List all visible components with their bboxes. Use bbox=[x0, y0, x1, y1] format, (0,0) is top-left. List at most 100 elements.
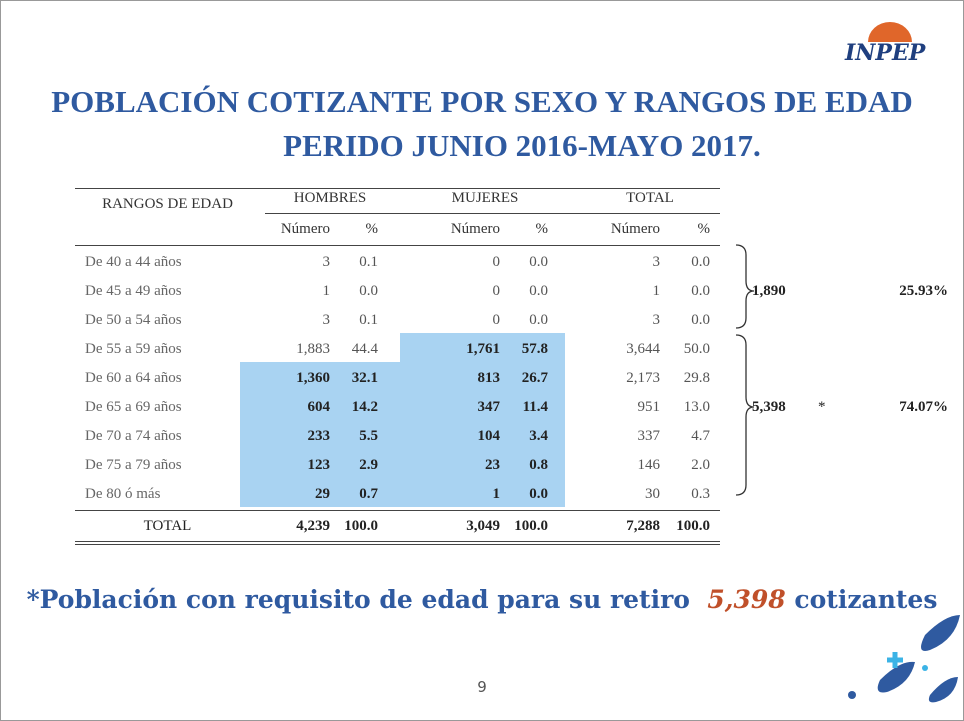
table-cell: 14.2 bbox=[351, 399, 378, 415]
sub-header: % bbox=[697, 221, 711, 237]
footnote-number: 5,398 bbox=[707, 585, 786, 614]
table-rule bbox=[75, 541, 720, 542]
table-cell: 1 bbox=[492, 486, 501, 502]
table-cell: 4.7 bbox=[691, 428, 710, 444]
table-cell: 2.0 bbox=[691, 457, 710, 473]
table-rule bbox=[75, 245, 720, 246]
table-cell: 2.9 bbox=[359, 457, 378, 473]
group-header: MUJERES bbox=[451, 190, 519, 206]
deco-dot bbox=[848, 691, 856, 699]
deco-plus bbox=[887, 652, 903, 668]
table-cell: 0.0 bbox=[691, 283, 710, 299]
deco-shape bbox=[921, 615, 960, 651]
table-cell: 13.0 bbox=[683, 399, 710, 415]
table-cell: 1 bbox=[652, 283, 661, 299]
table-cell: 0.0 bbox=[529, 283, 548, 299]
table-cell: 0.0 bbox=[691, 312, 710, 328]
total-cell: 7,288 bbox=[626, 518, 660, 534]
row-label: De 65 a 69 años bbox=[85, 399, 182, 415]
sub-header: Número bbox=[280, 221, 330, 237]
table-cell: 146 bbox=[637, 457, 661, 473]
brace bbox=[735, 244, 755, 329]
total-label: TOTAL bbox=[143, 518, 192, 534]
table-cell: 604 bbox=[307, 399, 331, 415]
table-cell: 29.8 bbox=[683, 370, 710, 386]
logo-sun bbox=[868, 22, 912, 42]
table-cell: 951 bbox=[637, 399, 661, 415]
table-cell: 57.8 bbox=[521, 341, 548, 357]
deco-shape bbox=[877, 661, 915, 693]
highlight-mujeres bbox=[400, 333, 565, 507]
row-label: De 70 a 74 años bbox=[85, 428, 182, 444]
table-cell: 0.7 bbox=[359, 486, 378, 502]
table-rule bbox=[265, 213, 720, 214]
table-cell: 44.4 bbox=[351, 341, 378, 357]
total-cell: 4,239 bbox=[296, 518, 330, 534]
row-label: De 40 a 44 años bbox=[85, 254, 182, 270]
table-cell: 1,761 bbox=[466, 341, 500, 357]
table-cell: 0 bbox=[492, 254, 501, 270]
total-cell: 100.0 bbox=[676, 518, 710, 534]
table-cell: 0 bbox=[492, 312, 501, 328]
table-cell: 1,360 bbox=[296, 370, 330, 386]
table-cell: 23 bbox=[485, 457, 500, 473]
summary-total: 1,890 bbox=[752, 283, 786, 299]
row-label: De 55 a 59 años bbox=[85, 341, 182, 357]
table-cell: 11.4 bbox=[522, 399, 548, 415]
row-label: De 50 a 54 años bbox=[85, 312, 182, 328]
table-cell: 50.0 bbox=[683, 341, 710, 357]
row-label: De 45 a 49 años bbox=[85, 283, 182, 299]
table-cell: 233 bbox=[307, 428, 331, 444]
summary-percent: 25.93% bbox=[899, 283, 948, 299]
title: POBLACIÓN COTIZANTE POR SEXO Y RANGOS DE… bbox=[51, 84, 913, 119]
page-number: 9 bbox=[477, 678, 487, 696]
sub-header: Número bbox=[610, 221, 660, 237]
sub-header: Número bbox=[450, 221, 500, 237]
total-cell: 100.0 bbox=[514, 518, 548, 534]
brace bbox=[735, 334, 755, 496]
subtitle: PERIDO JUNIO 2016-MAYO 2017. bbox=[283, 128, 761, 163]
table-rule bbox=[75, 188, 720, 189]
group-header: HOMBRES bbox=[293, 190, 367, 206]
table-cell: 337 bbox=[637, 428, 661, 444]
total-cell: 100.0 bbox=[344, 518, 378, 534]
table-cell: 3 bbox=[652, 254, 661, 270]
table-cell: 30 bbox=[645, 486, 660, 502]
table-cell: 0.0 bbox=[359, 283, 378, 299]
table-cell: 104 bbox=[477, 428, 501, 444]
table-cell: 0.1 bbox=[359, 254, 378, 270]
table-cell: 3 bbox=[322, 254, 331, 270]
sub-header: % bbox=[535, 221, 549, 237]
table-cell: 0 bbox=[492, 283, 501, 299]
summary-total: 5,398 bbox=[752, 399, 786, 415]
table-cell: 32.1 bbox=[351, 370, 378, 386]
table-cell: 0.8 bbox=[529, 457, 548, 473]
row-label: De 60 a 64 años bbox=[85, 370, 182, 386]
logo: INPEP bbox=[845, 40, 926, 66]
table-cell: 3 bbox=[652, 312, 661, 328]
row-label: De 75 a 79 años bbox=[85, 457, 182, 473]
row-label: De 80 ó más bbox=[85, 486, 161, 502]
footnote: *Población con requisito de edad para su… bbox=[0, 585, 964, 614]
table-cell: 3,644 bbox=[626, 341, 660, 357]
table-cell: 0.0 bbox=[529, 254, 548, 270]
sub-header: % bbox=[365, 221, 379, 237]
deco-dot bbox=[922, 665, 928, 671]
table-cell: 1,883 bbox=[296, 341, 330, 357]
table-cell: 0.0 bbox=[529, 312, 548, 328]
table-rule bbox=[75, 510, 720, 511]
table-cell: 813 bbox=[477, 370, 501, 386]
deco-shape bbox=[928, 677, 958, 703]
total-cell: 3,049 bbox=[466, 518, 500, 534]
summary-percent: 74.07% bbox=[899, 399, 948, 415]
highlight-hombres bbox=[240, 362, 400, 507]
table-cell: 0.0 bbox=[529, 486, 548, 502]
group-header: TOTAL bbox=[626, 190, 674, 206]
table-cell: 3.4 bbox=[529, 428, 548, 444]
table-rule bbox=[75, 544, 720, 545]
row-header: RANGOS DE EDAD bbox=[102, 196, 233, 212]
table-cell: 26.7 bbox=[521, 370, 548, 386]
table-cell: 1 bbox=[322, 283, 331, 299]
table-cell: 29 bbox=[315, 486, 330, 502]
